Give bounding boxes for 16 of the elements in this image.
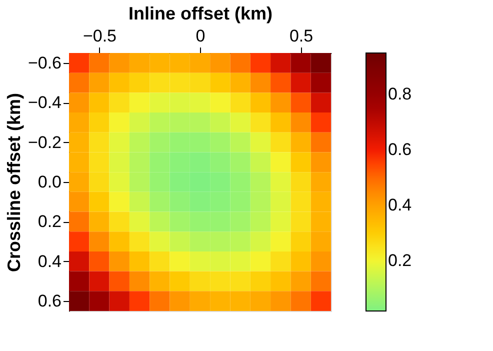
y-tick-label: 0.2 — [38, 212, 62, 232]
x-axis-title: Inline offset (km) — [128, 4, 273, 24]
color-bar-label: 0.4 — [388, 196, 412, 215]
y-tick-label: 0.4 — [38, 252, 62, 271]
color-bar-label: 0.8 — [388, 84, 412, 104]
x-tick-label: 0.5 — [289, 26, 314, 46]
y-axis-title: Crossline offset (km) — [4, 92, 24, 272]
y-tick-label: 0.0 — [38, 172, 62, 192]
x-tick-label: 0 — [196, 26, 206, 46]
y-tick-label: −0.2 — [28, 132, 62, 152]
y-tick-label: −0.4 — [28, 93, 62, 112]
y-tick-label: 0.6 — [38, 292, 62, 311]
x-tick-label: −0.5 — [82, 26, 117, 46]
color-bar-label: 0.6 — [388, 140, 412, 160]
color-bar-label: 0.2 — [388, 251, 412, 270]
y-tick-label: −0.6 — [28, 53, 62, 72]
